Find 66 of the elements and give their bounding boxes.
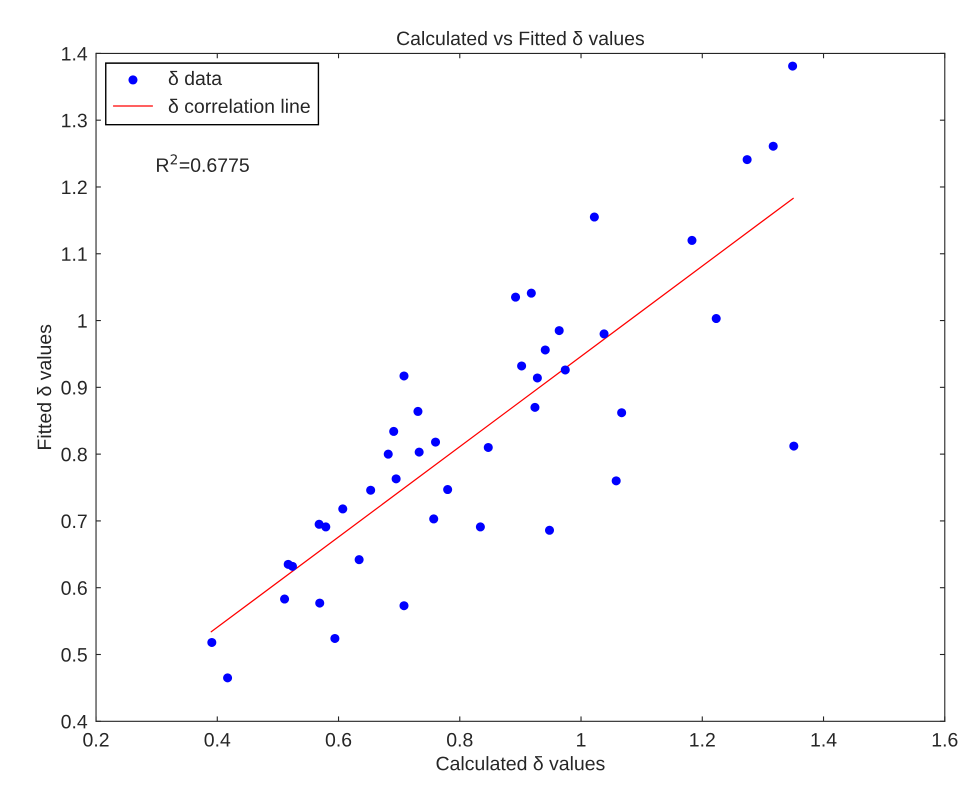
point (288, 562, 297, 571)
y-tick-label: 1 (78, 314, 87, 328)
point (280, 594, 290, 604)
point (545, 526, 554, 535)
point (617, 408, 626, 418)
point (400, 601, 409, 610)
annotation: R$^{2}$=0.6775 (157, 154, 249, 172)
point (338, 504, 348, 514)
x-tick-label: 0.6 (326, 732, 352, 747)
x-tick-label: 1.6 (932, 732, 958, 747)
x-tick-label: 0.8 (447, 732, 472, 747)
point (768, 142, 778, 151)
y-tick-label: 0.6 (61, 581, 87, 595)
point (712, 314, 721, 324)
point (443, 485, 452, 494)
point (511, 292, 520, 302)
chart-title: Calculated vs Fitted δ values (397, 30, 644, 46)
point (315, 598, 324, 608)
point (554, 326, 564, 336)
y-tick-label: 1.1 (62, 247, 87, 261)
y-tick-label: 0.5 (61, 648, 87, 662)
point (389, 426, 398, 436)
point (789, 442, 798, 451)
x-tick-label: 1.2 (690, 732, 715, 746)
point (431, 438, 440, 447)
point (392, 474, 401, 484)
legend-label: δ data (168, 70, 222, 86)
point (540, 345, 550, 354)
point (526, 288, 536, 298)
y-tick-label: 1.3 (62, 114, 87, 128)
x-axis-title: Calculated δ values (436, 756, 605, 770)
point (207, 638, 216, 647)
x-tick-label: 0.4 (204, 732, 230, 747)
x-tick-label: 1 (577, 733, 586, 746)
point (742, 155, 752, 164)
point (400, 371, 409, 380)
point (321, 522, 330, 532)
y-tick-label: 1.4 (62, 47, 88, 60)
point (476, 522, 485, 532)
point (687, 236, 696, 245)
point (484, 442, 493, 452)
point (600, 329, 609, 338)
point (517, 361, 526, 370)
point (560, 365, 570, 374)
point (530, 402, 540, 412)
y-tick-label: 0.4 (61, 714, 88, 729)
y-tick-label: 0.8 (61, 448, 87, 462)
point (414, 448, 424, 457)
point (330, 634, 340, 643)
point (429, 514, 438, 524)
point (788, 62, 798, 71)
point (590, 212, 599, 222)
point (384, 450, 393, 459)
point (612, 476, 621, 486)
point (413, 406, 422, 416)
point (223, 673, 232, 682)
y-axis-title: Fitted δ values (36, 324, 52, 449)
legend-label: δ correlation line (168, 98, 310, 114)
y-tick-label: 0.7 (61, 514, 87, 528)
x-tick-label: 1.4 (812, 733, 836, 746)
point (354, 555, 364, 564)
y-tick-label: 1.2 (62, 180, 87, 194)
x-tick-label: 0.2 (83, 732, 109, 747)
point (366, 486, 376, 495)
point (532, 373, 542, 382)
y-tick-label: 0.9 (61, 380, 87, 395)
